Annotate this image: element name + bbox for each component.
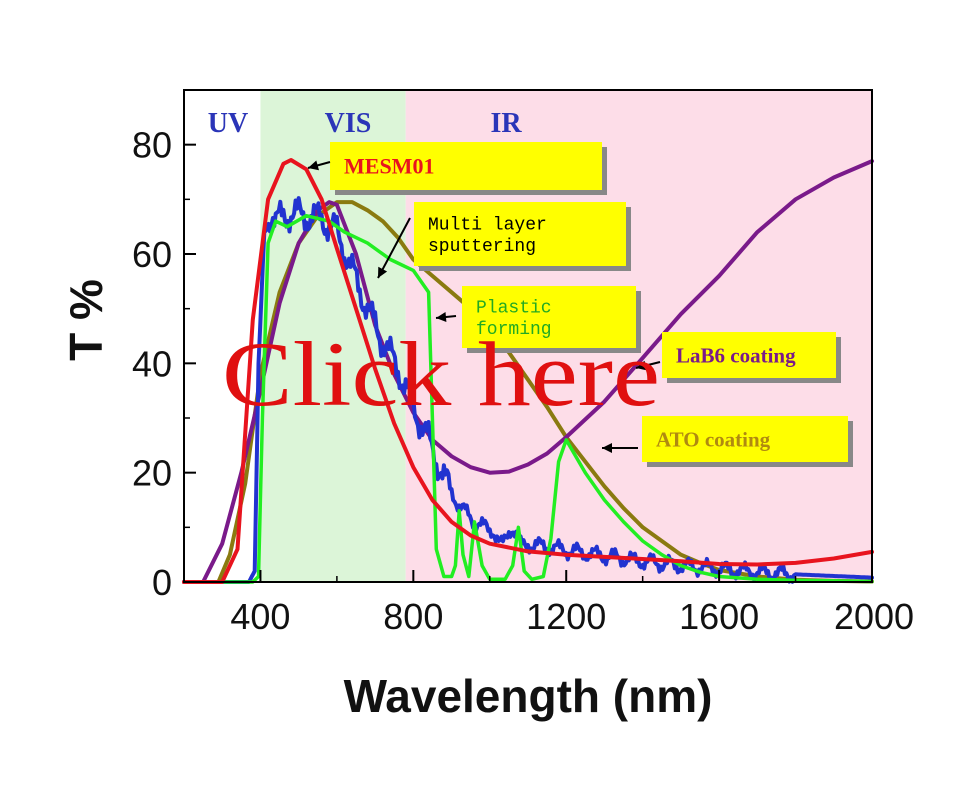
y-tick-label-40: 40 [132, 343, 172, 384]
label-text-multi-layer-sputtering: Multi layer [428, 216, 547, 236]
series-line-multi-layer-sputtering [182, 196, 874, 584]
x-tick-label-1600: 1600 [679, 596, 759, 637]
label-text-ato-coating: ATO coating [656, 427, 771, 451]
label-box-mesm01 [330, 142, 602, 190]
region-label-ir: IR [490, 108, 522, 139]
y-tick-label-20: 20 [132, 453, 172, 494]
region-uv [184, 90, 261, 582]
x-tick-label-2000: 2000 [834, 596, 914, 637]
x-axis-label: Wavelength (nm) [344, 670, 713, 722]
y-tick-label-0: 0 [152, 562, 172, 603]
ticks-layer: 0 20 40 60 80 400 800 1200 1600 2000 [132, 125, 914, 637]
axis-labels-layer: Wavelength (nm) T % [60, 279, 712, 722]
series-layer [182, 158, 874, 584]
label-box-plastic-forming [462, 286, 636, 348]
label-arrowhead-multi-layer-sputtering [378, 266, 388, 278]
y-tick-label-80: 80 [132, 125, 172, 166]
plot-frame [183, 89, 873, 583]
label-arrowhead-ato-coating [602, 443, 612, 453]
series-line-plastic-forming [182, 213, 874, 584]
x-tick-label-800: 800 [383, 596, 443, 637]
label-box-lab6-coating [662, 332, 836, 378]
x-tick-label-1200: 1200 [526, 596, 606, 637]
region-label-uv: UV [208, 108, 248, 139]
y-axis-label: T % [60, 279, 112, 361]
label-arrowhead-plastic-forming [436, 312, 447, 322]
label-arrowhead-mesm01 [308, 160, 319, 171]
label-box-multi-layer-sputtering [414, 202, 626, 266]
label-text-multi-layer-sputtering: sputtering [428, 237, 536, 257]
label-text-plastic-forming: Plastic [476, 299, 552, 319]
label-text-lab6-coating: LaB6 coating [676, 343, 796, 367]
label-box-ato-coating [642, 416, 848, 462]
series-line-mesm01 [182, 158, 874, 584]
x-tick-label-400: 400 [230, 596, 290, 637]
series-line-lab6-coating [182, 159, 874, 584]
region-label-vis: VIS [325, 108, 372, 139]
y-tick-label-60: 60 [132, 234, 172, 275]
click-here-overlay[interactable]: Click here [222, 323, 660, 425]
label-arrow-multi-layer-sputtering [377, 217, 411, 279]
label-arrowhead-lab6-coating [636, 360, 647, 371]
label-text-plastic-forming: forming [476, 320, 552, 340]
label-text-mesm01: MESM01 [344, 154, 434, 179]
